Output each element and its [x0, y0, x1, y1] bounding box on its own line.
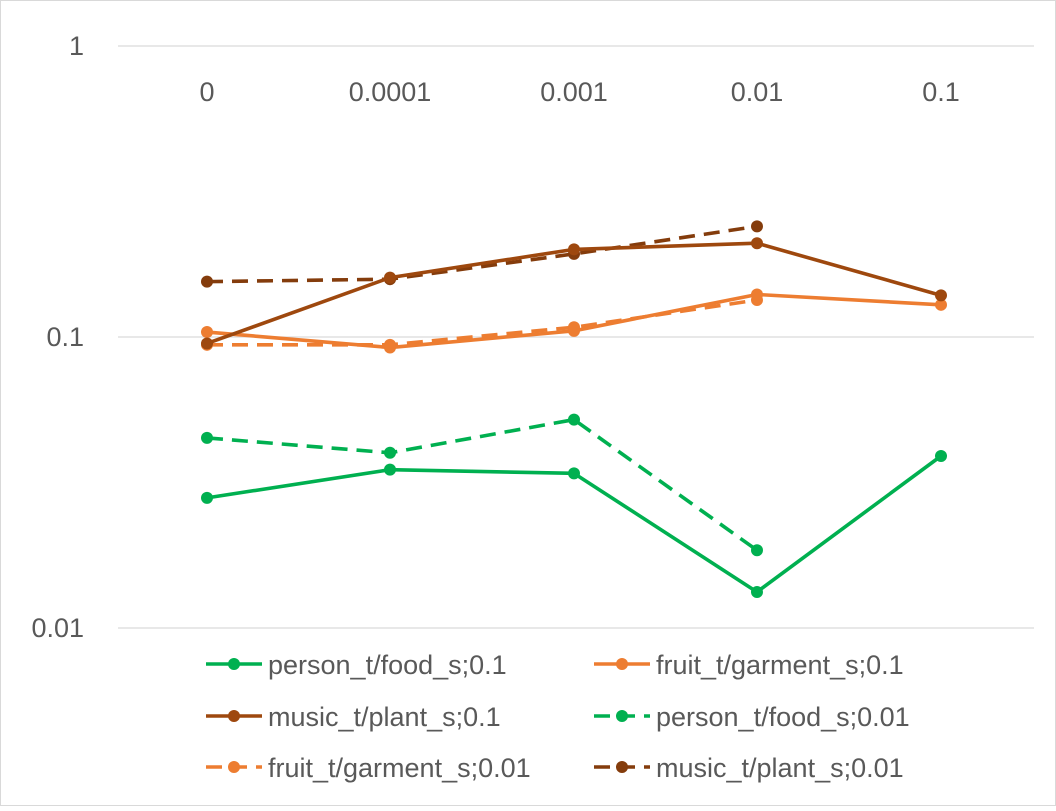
series-person_t/food_s;0.01 — [201, 413, 763, 557]
legend-item: fruit_t/garment_s;0.01 — [206, 753, 531, 783]
data-point — [751, 288, 763, 301]
legend-marker — [228, 761, 240, 773]
y-axis-ticks: 0.01 0.1 1 — [31, 31, 84, 643]
series-person_t/food_s;0.1 — [201, 450, 947, 598]
legend-marker — [228, 658, 240, 670]
data-point — [201, 491, 213, 504]
data-point — [568, 243, 580, 256]
data-point — [935, 298, 947, 311]
data-point — [568, 467, 580, 480]
series-music_t/plant_s;0.01 — [201, 220, 763, 288]
plot-series — [201, 220, 947, 598]
x-tick-label: 0.0001 — [349, 77, 432, 107]
x-tick-label: 0 — [199, 77, 214, 107]
series-line — [206, 224, 758, 284]
data-point — [751, 544, 763, 557]
data-point — [201, 337, 213, 350]
legend-label: person_t/food_s;0.01 — [656, 702, 910, 732]
data-point — [384, 463, 396, 476]
legend-item: music_t/plant_s;0.01 — [594, 753, 904, 783]
series-music_t/plant_s;0.1 — [201, 237, 947, 350]
legend-item: music_t/plant_s;0.1 — [206, 702, 501, 732]
legend-item: person_t/food_s;0.01 — [594, 702, 910, 732]
data-point — [751, 237, 763, 250]
legend-marker — [616, 761, 628, 773]
x-tick-label: 0.1 — [922, 77, 960, 107]
legend-item: person_t/food_s;0.1 — [206, 650, 507, 680]
data-point — [935, 289, 947, 302]
legend-label: fruit_t/garment_s;0.1 — [656, 650, 904, 680]
y-tick-label: 0.1 — [46, 322, 84, 352]
x-tick-label: 0.001 — [540, 77, 608, 107]
legend-marker — [616, 710, 628, 722]
legend-label: person_t/food_s;0.1 — [268, 650, 507, 680]
data-point — [568, 324, 580, 337]
legend-item: fruit_t/garment_s;0.1 — [594, 650, 904, 680]
series-fruit_t/garment_s;0.1 — [201, 288, 947, 354]
x-tick-label: 0.01 — [731, 77, 784, 107]
data-point — [384, 271, 396, 284]
data-point — [751, 220, 763, 233]
legend-label: fruit_t/garment_s;0.01 — [268, 753, 531, 783]
data-point — [751, 585, 763, 598]
data-point — [384, 341, 396, 354]
data-point — [201, 431, 213, 444]
legend: person_t/food_s;0.1 fruit_t/garment_s;0.1… — [206, 650, 910, 783]
data-point — [384, 446, 396, 459]
legend-marker — [228, 710, 240, 722]
data-point — [568, 413, 580, 426]
legend-label: music_t/plant_s;0.1 — [268, 702, 501, 732]
legend-marker — [616, 658, 628, 670]
data-point — [935, 450, 947, 463]
data-point — [201, 275, 213, 288]
x-axis-ticks: 0 0.0001 0.001 0.01 0.1 — [199, 77, 959, 107]
legend-label: music_t/plant_s;0.01 — [656, 753, 904, 783]
series-line — [206, 417, 759, 552]
y-tick-label: 0.01 — [31, 613, 84, 643]
data-point — [201, 326, 213, 339]
y-tick-label: 1 — [69, 31, 84, 61]
